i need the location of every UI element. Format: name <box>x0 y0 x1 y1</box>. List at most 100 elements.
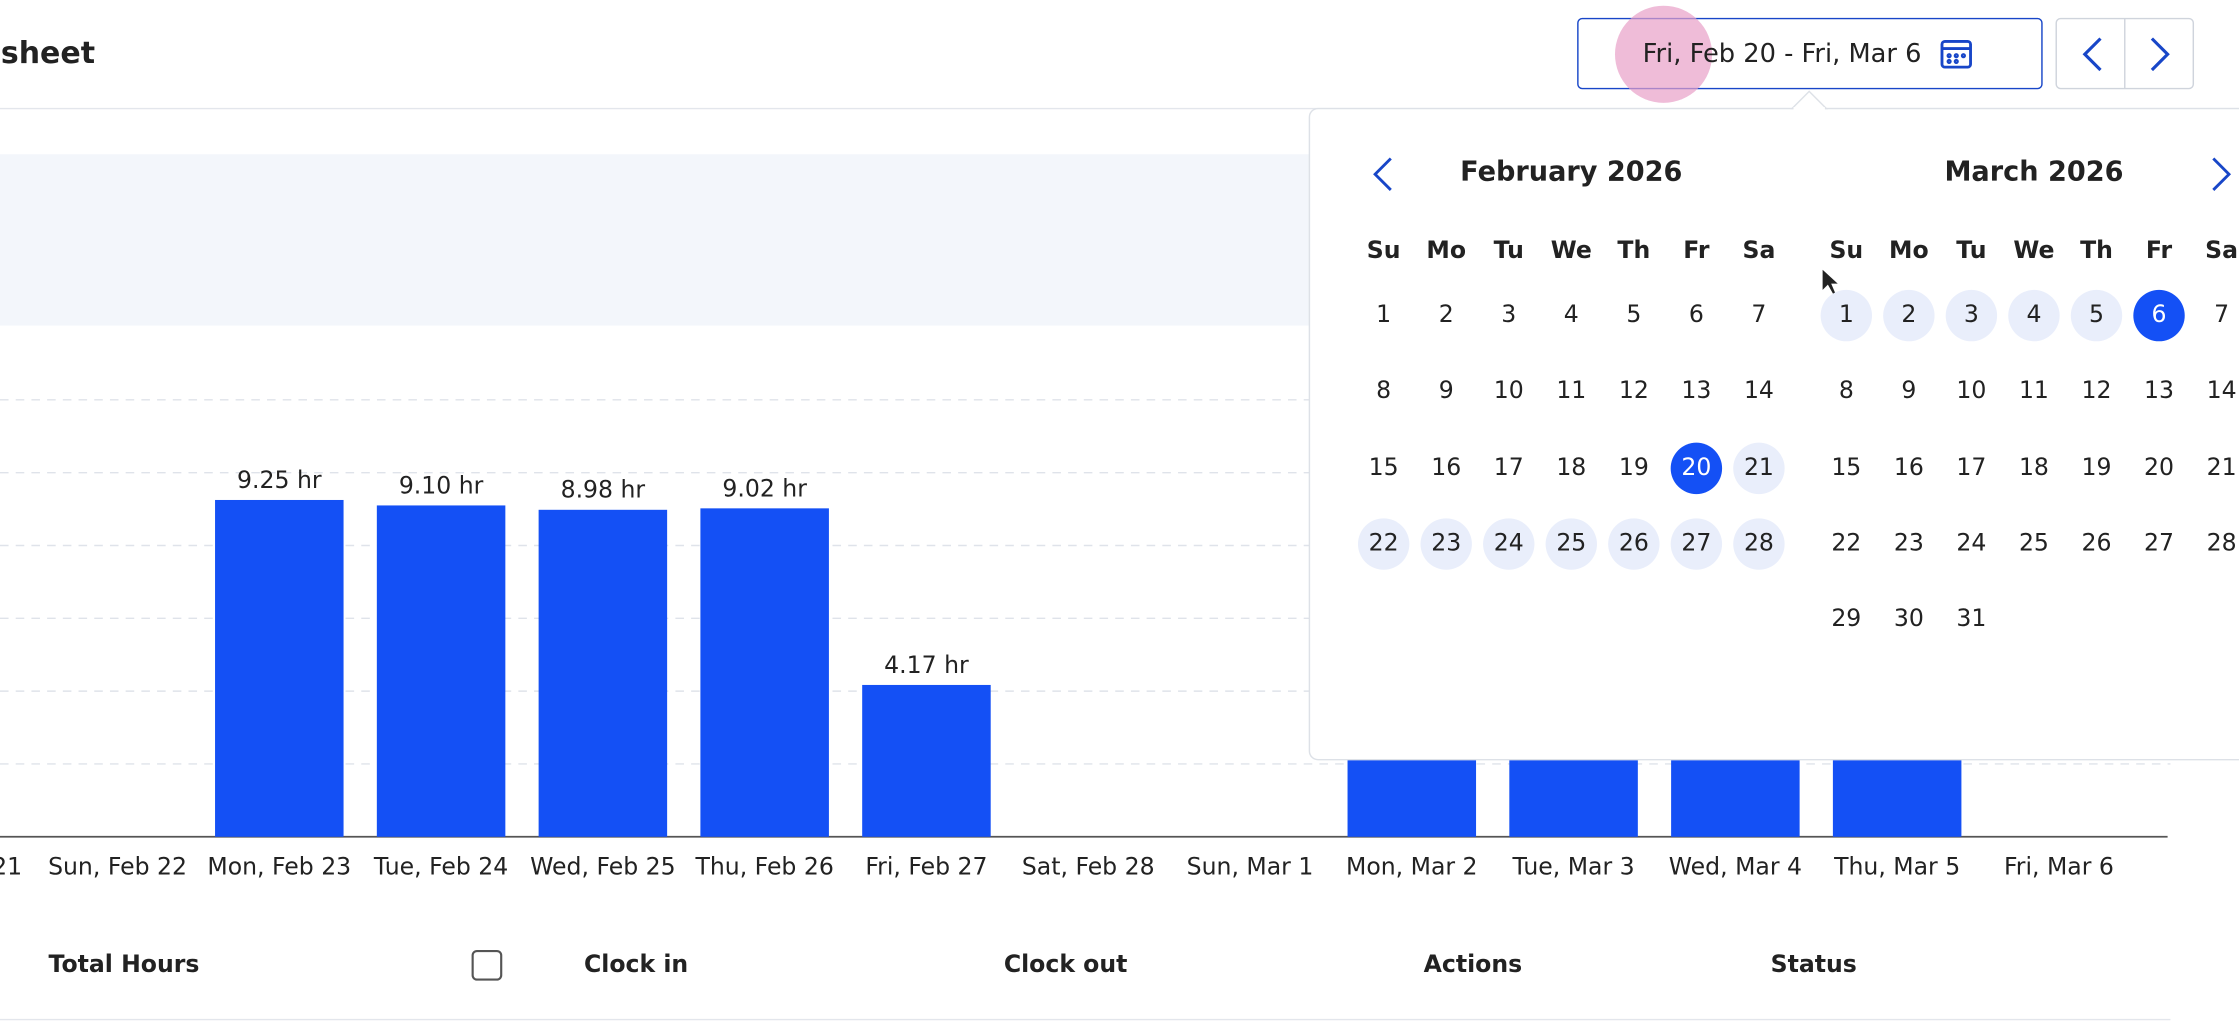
range-day <box>1733 518 1785 570</box>
x-tick-label: Wed, Feb 25 <box>530 853 675 881</box>
day[interactable]: 5 <box>1626 300 1641 328</box>
bar <box>700 508 829 837</box>
range-day <box>1945 289 1998 342</box>
day[interactable]: 15 <box>1831 453 1861 481</box>
x-tick-label: Sat, Feb 21 <box>0 853 22 881</box>
day[interactable]: 19 <box>1619 453 1649 481</box>
range-day <box>1420 518 1472 570</box>
selected-day <box>2133 289 2185 342</box>
day[interactable]: 27 <box>2144 529 2174 557</box>
day[interactable]: 23 <box>1431 529 1461 557</box>
date-range-text: Fri, Feb 20 - Fri, Mar 6 <box>1643 39 1922 69</box>
day[interactable]: 19 <box>2082 453 2112 481</box>
day[interactable]: 28 <box>1744 529 1774 557</box>
day[interactable]: 16 <box>1894 453 1924 481</box>
top-bar: Timesheet Fri, Feb 20 - Fri, Mar 6 <box>0 0 2239 110</box>
day[interactable]: 27 <box>1681 529 1711 557</box>
range-day <box>1608 518 1660 570</box>
day[interactable]: 15 <box>1369 453 1399 481</box>
day[interactable]: 24 <box>1956 529 1986 557</box>
column-header: Status <box>1771 950 1857 978</box>
prev-period[interactable] <box>2082 37 2102 72</box>
day[interactable]: 1 <box>1839 300 1854 328</box>
day[interactable]: 21 <box>1744 453 1774 481</box>
day[interactable]: 4 <box>1564 300 1579 328</box>
day[interactable]: 17 <box>1956 453 1986 481</box>
value-label: 4.17 hr <box>884 651 969 679</box>
day[interactable]: 8 <box>1376 376 1391 404</box>
day[interactable]: 18 <box>1556 453 1586 481</box>
day[interactable]: 20 <box>1681 453 1711 481</box>
value-label: 9.10 hr <box>399 471 484 499</box>
day[interactable]: 28 <box>2207 529 2237 557</box>
day[interactable]: 3 <box>1501 300 1516 328</box>
day[interactable]: 4 <box>2026 300 2041 328</box>
day[interactable]: 10 <box>1956 376 1986 404</box>
range-day <box>1545 518 1598 570</box>
day[interactable]: 2 <box>1439 300 1454 328</box>
day[interactable]: 25 <box>2019 529 2049 557</box>
bar <box>376 505 506 837</box>
weekday: Fr <box>2146 236 2173 264</box>
day[interactable]: 2 <box>1901 300 1916 328</box>
click-indicator <box>1614 5 1713 103</box>
day[interactable]: 22 <box>1369 529 1399 557</box>
day[interactable]: 23 <box>1894 529 1924 557</box>
day[interactable]: 11 <box>1556 376 1586 404</box>
range-day <box>1483 518 1535 570</box>
day[interactable]: 26 <box>2082 529 2112 557</box>
select-all-checkbox[interactable] <box>471 949 503 981</box>
range-day <box>1733 442 1785 495</box>
day[interactable]: 12 <box>2082 376 2112 404</box>
x-tick-label: Sun, Mar 1 <box>1187 853 1314 881</box>
day[interactable]: 25 <box>1556 529 1586 557</box>
weekday: We <box>1551 236 1592 264</box>
day[interactable]: 13 <box>1681 376 1711 404</box>
calendar-icon <box>1940 39 1972 69</box>
day[interactable]: 12 <box>1619 376 1649 404</box>
weekday: Su <box>1367 236 1401 264</box>
column-header: Clock out <box>1004 950 1128 978</box>
day[interactable]: 5 <box>2089 300 2104 328</box>
day[interactable]: 31 <box>1956 604 1986 632</box>
day[interactable]: 9 <box>1439 376 1454 404</box>
day[interactable]: 9 <box>1901 376 1916 404</box>
day[interactable]: 30 <box>1894 604 1924 632</box>
popup-panel <box>1308 107 2239 761</box>
next-month[interactable] <box>2212 157 2232 191</box>
day[interactable]: 24 <box>1494 529 1524 557</box>
day[interactable]: 11 <box>2019 376 2049 404</box>
day[interactable]: 7 <box>1751 300 1766 328</box>
day[interactable]: 22 <box>1831 529 1861 557</box>
day[interactable]: 14 <box>1744 376 1774 404</box>
x-tick-label: Thu, Feb 26 <box>694 853 833 881</box>
day[interactable]: 17 <box>1494 453 1524 481</box>
day[interactable]: 14 <box>2207 376 2237 404</box>
value-label: 9.25 hr <box>237 466 322 494</box>
day[interactable]: 20 <box>2144 453 2174 481</box>
day[interactable]: 1 <box>1376 300 1391 328</box>
day[interactable]: 3 <box>1964 300 1979 328</box>
day[interactable]: 16 <box>1431 453 1461 481</box>
prev-month[interactable] <box>1373 157 1392 191</box>
x-tick-label: Wed, Mar 4 <box>1669 853 1802 881</box>
weekday: Th <box>2080 236 2113 264</box>
day[interactable]: 6 <box>2152 300 2167 328</box>
day[interactable]: 13 <box>2144 376 2174 404</box>
x-tick-label: Sun, Feb 22 <box>48 853 187 881</box>
column-header: Clock in <box>584 950 688 978</box>
day[interactable]: 7 <box>2214 300 2229 328</box>
next-period[interactable] <box>2150 37 2170 72</box>
weekday: Sa <box>1742 236 1775 264</box>
day[interactable]: 8 <box>1839 376 1854 404</box>
day[interactable]: 10 <box>1494 376 1524 404</box>
day[interactable]: 21 <box>2207 453 2237 481</box>
day[interactable]: 26 <box>1619 529 1649 557</box>
day[interactable]: 6 <box>1689 300 1704 328</box>
range-day <box>1820 289 1873 342</box>
day[interactable]: 29 <box>1831 604 1861 632</box>
weekday: Su <box>1829 236 1863 264</box>
range-day <box>2070 289 2123 342</box>
day[interactable]: 18 <box>2019 453 2049 481</box>
